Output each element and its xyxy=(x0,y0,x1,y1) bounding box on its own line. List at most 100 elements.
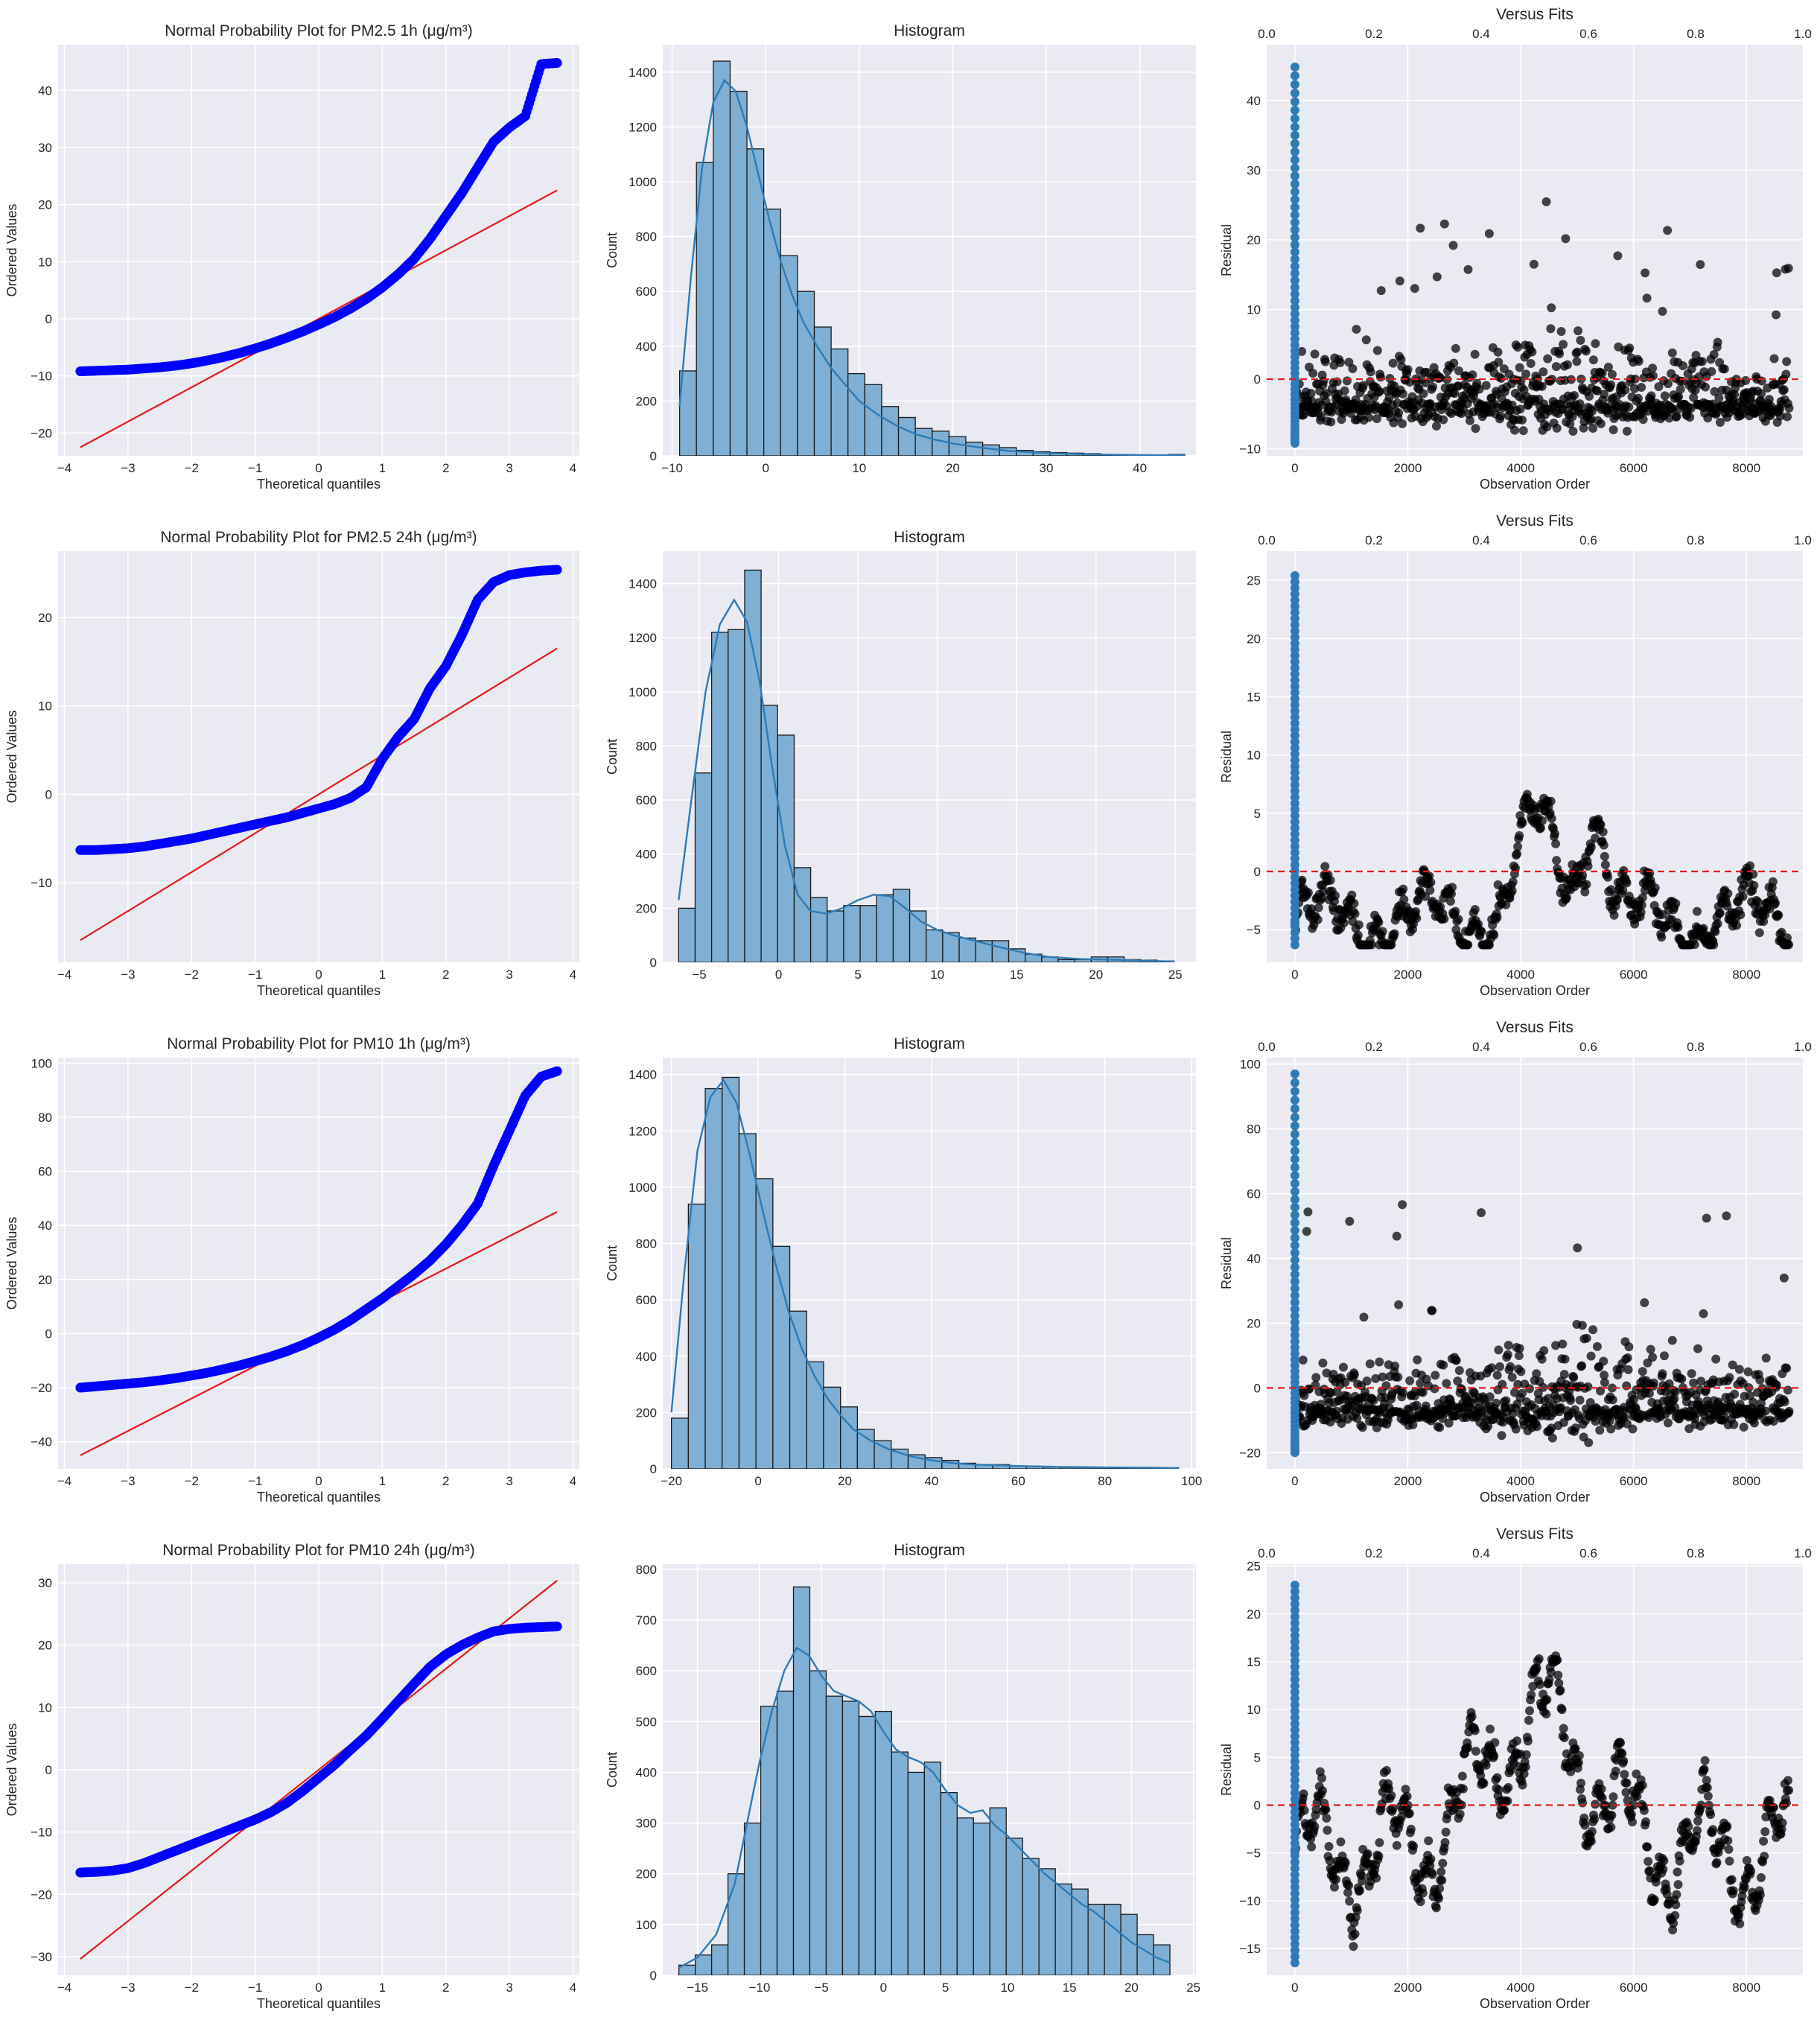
fitted-point xyxy=(1290,1318,1299,1327)
y-tick-label: 100 xyxy=(1240,1058,1261,1072)
fitted-point xyxy=(1290,909,1299,919)
fitted-point xyxy=(1290,232,1299,242)
fitted-point xyxy=(1290,940,1299,950)
histogram-bar xyxy=(789,1310,807,1469)
residual-point xyxy=(1504,1782,1513,1792)
residual-point xyxy=(1402,1791,1412,1801)
x-tick-label: 10 xyxy=(930,968,944,982)
histogram-bar xyxy=(932,431,950,456)
residual-point xyxy=(1736,910,1746,920)
fitted-point xyxy=(1290,854,1299,863)
residual-point xyxy=(1754,928,1764,938)
residual-point xyxy=(1321,1805,1331,1814)
x-tick-label: −4 xyxy=(57,461,71,475)
residual-point xyxy=(1303,1207,1313,1217)
residual-point xyxy=(1477,927,1486,936)
plot-content xyxy=(75,1066,562,1456)
qq-point xyxy=(552,1622,562,1632)
x-tick-label: 1 xyxy=(379,968,386,982)
residual-point xyxy=(1690,385,1700,395)
residual-point xyxy=(1658,1864,1668,1874)
histogram-bar xyxy=(876,894,894,962)
residual-point xyxy=(1783,1385,1792,1395)
residual-point xyxy=(1533,1422,1542,1432)
residual-point xyxy=(1527,1690,1536,1700)
residual-point xyxy=(1702,1782,1712,1792)
fitted-point xyxy=(1290,247,1299,257)
histogram-bar xyxy=(792,1587,811,1975)
residual-point xyxy=(1550,829,1559,839)
top-x-tick-label: 0.4 xyxy=(1472,1040,1490,1054)
residual-point xyxy=(1707,366,1716,376)
residual-point xyxy=(1381,1766,1391,1776)
residual-point xyxy=(1576,335,1585,345)
residual-point xyxy=(1641,1817,1651,1826)
x-tick-label: 2000 xyxy=(1394,968,1422,982)
top-x-tick-label: 1.0 xyxy=(1794,1040,1812,1054)
residual-point xyxy=(1350,1929,1360,1939)
x-tick-label: 80 xyxy=(1098,1474,1112,1488)
fitted-point xyxy=(1290,780,1299,790)
chart-title: Versus Fits xyxy=(1496,1019,1574,1036)
plot-content xyxy=(678,1587,1171,1975)
fitted-point xyxy=(1290,179,1299,188)
residual-point xyxy=(1542,1695,1552,1704)
fitted-point xyxy=(1290,1233,1299,1243)
residual-point xyxy=(1387,1791,1396,1800)
residual-point xyxy=(1510,425,1520,435)
histogram-bar xyxy=(940,1792,958,1975)
x-tick-label: 8000 xyxy=(1732,968,1760,982)
fitted-point xyxy=(1290,88,1299,98)
y-axis-label: Count xyxy=(605,1752,620,1788)
y-tick-label: 60 xyxy=(1247,1187,1261,1201)
histogram-bar xyxy=(847,372,865,456)
residual-point xyxy=(1696,1800,1706,1810)
fitted-point xyxy=(1290,885,1299,895)
y-axis-label: Residual xyxy=(1219,1237,1234,1289)
residual-point xyxy=(1590,1814,1600,1824)
residual-point xyxy=(1394,408,1404,418)
fitted-point xyxy=(1290,334,1299,344)
residual-point xyxy=(1633,393,1643,403)
residual-point xyxy=(1496,373,1506,383)
residual-point xyxy=(1706,1810,1716,1820)
residual-point xyxy=(1399,895,1409,904)
residual-point xyxy=(1649,1895,1659,1905)
residual-point xyxy=(1668,1925,1678,1935)
histogram-bar xyxy=(973,1822,990,1975)
residual-point xyxy=(1551,1341,1561,1350)
chart-title: Normal Probability Plot for PM10 1h (μg/… xyxy=(167,1035,471,1052)
residual-point xyxy=(1412,913,1422,923)
x-tick-label: 3 xyxy=(506,1981,512,1995)
residual-point xyxy=(1603,362,1613,372)
residual-point xyxy=(1521,369,1531,379)
residual-point xyxy=(1553,1655,1562,1665)
residual-point xyxy=(1508,877,1518,886)
histogram-bar xyxy=(1087,1903,1105,1975)
top-x-tick-label: 0.8 xyxy=(1687,533,1705,547)
residual-point xyxy=(1551,839,1561,848)
fitted-point xyxy=(1290,269,1299,279)
residual-point xyxy=(1468,370,1477,380)
residual-point xyxy=(1384,1784,1394,1794)
residual-point xyxy=(1559,1724,1568,1733)
residual-point xyxy=(1507,1372,1517,1382)
x-tick-label: −5 xyxy=(814,1981,828,1995)
residual-point xyxy=(1516,1367,1526,1376)
residual-point xyxy=(1739,1423,1749,1432)
plot-content xyxy=(678,60,1186,456)
histogram-panel-2: −20 0 20 40 60 80 1000200400600800100012001400… xyxy=(605,1035,1202,1488)
fitted-point xyxy=(1290,1248,1299,1257)
x-tick-label: 2 xyxy=(442,968,449,982)
residual-point xyxy=(1510,1388,1520,1397)
y-tick-label: 0 xyxy=(650,449,657,463)
residual-point xyxy=(1314,903,1323,912)
x-axis-label: Theoretical quantiles xyxy=(257,1490,381,1505)
residual-point xyxy=(1621,1788,1631,1797)
residual-point xyxy=(1457,1771,1467,1781)
residual-point xyxy=(1624,402,1634,412)
fitted-point xyxy=(1290,848,1299,857)
histogram-bar xyxy=(926,929,944,962)
residual-point xyxy=(1396,355,1406,364)
x-tick-label: −5 xyxy=(692,968,706,982)
